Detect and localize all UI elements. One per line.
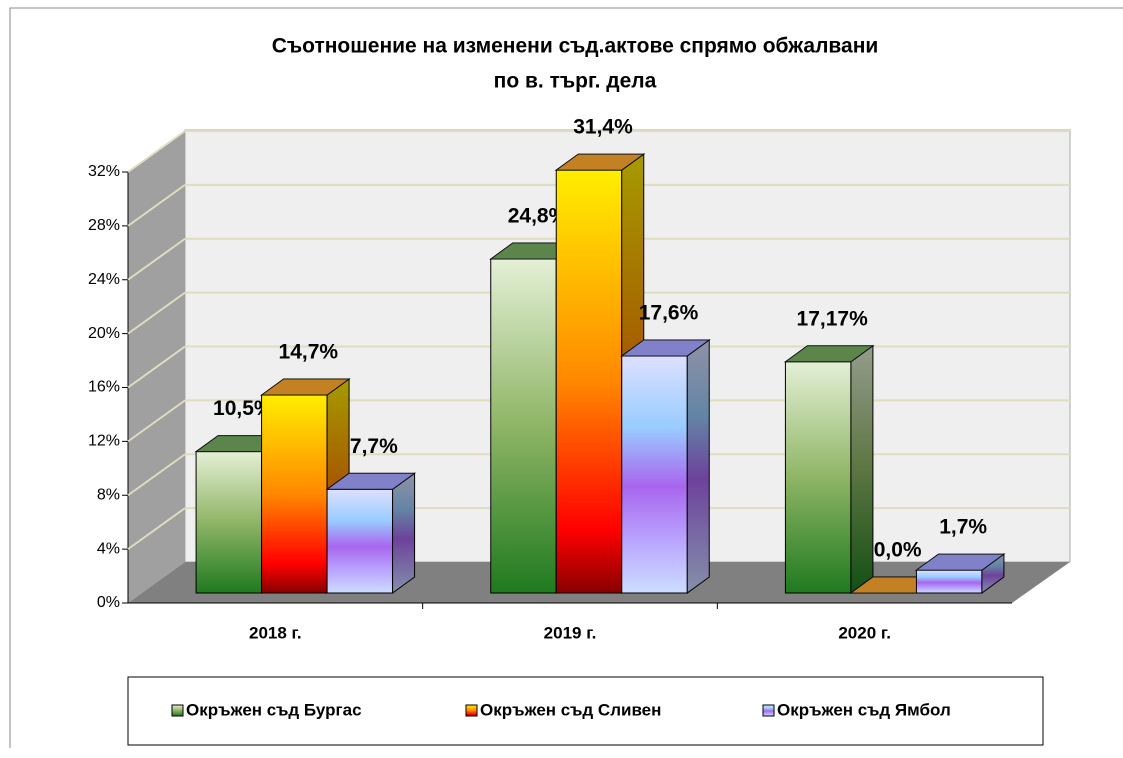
bar: [621, 355, 688, 594]
bar-top: [325, 472, 417, 490]
grid-line: [127, 291, 186, 335]
legend-swatch: [465, 704, 478, 717]
data-label: 24,8%: [508, 205, 568, 228]
bar: [490, 258, 557, 594]
grid-line: [127, 345, 186, 389]
legend-swatch: [171, 704, 184, 717]
bar-top: [554, 153, 646, 171]
data-label: 0,0%: [874, 539, 922, 562]
grid-line: [127, 399, 186, 443]
data-label: 7,7%: [350, 435, 398, 458]
bar-side-shade: [981, 554, 1004, 593]
bar-top-shade: [916, 554, 1004, 571]
data-label: 17,17%: [797, 307, 869, 330]
y-tick-label: 32%: [88, 163, 120, 180]
legend-swatch: [762, 704, 775, 717]
bar-top-shade: [261, 379, 350, 396]
chart-title: Съотношение на изменени съд.актове спрям…: [272, 35, 879, 58]
y-tick-label: 20%: [88, 325, 120, 342]
data-label: 10,5%: [213, 397, 273, 420]
bar: [555, 169, 623, 594]
legend: [127, 676, 1044, 746]
grid-line: [127, 184, 186, 227]
legend-label: Окръжен съд Бургас: [186, 700, 362, 719]
y-tick-label: 0%: [97, 594, 120, 611]
bar-top: [914, 553, 1006, 571]
bar-top: [620, 339, 711, 357]
bar: [915, 569, 983, 594]
bar-side-shade: [850, 345, 873, 593]
y-tick-label: 12%: [88, 433, 120, 450]
legend-label: Окръжен съд Ямбол: [777, 700, 951, 719]
bar: [195, 451, 263, 594]
bar-top-shade: [621, 339, 710, 356]
bar-top-shade: [556, 154, 644, 171]
y-tick-label: 24%: [88, 271, 120, 288]
x-tick-label: 2018 г.: [249, 623, 302, 642]
bar-side-shade: [392, 473, 415, 593]
y-tick-label: 16%: [88, 379, 120, 396]
data-label: 14,7%: [279, 341, 339, 364]
legend-label: Окръжен съд Сливен: [480, 700, 661, 719]
grid-line: [127, 507, 186, 550]
bar-top-shade: [327, 473, 415, 490]
bar-top: [783, 345, 875, 363]
grid-line: [127, 453, 186, 497]
x-tick-label: 2020 г.: [838, 623, 891, 642]
bar-top: [260, 378, 351, 396]
y-tick-label: 8%: [97, 486, 120, 503]
chart-title: по в. търг. дела: [494, 70, 657, 93]
x-tick-label: 2019 г.: [544, 623, 597, 642]
bar-top-shade: [785, 345, 873, 362]
y-tick-label: 4%: [97, 540, 120, 557]
data-label: 1,7%: [939, 516, 987, 539]
y-tick-label: 28%: [88, 217, 120, 234]
bar: [261, 394, 328, 594]
data-label: 31,4%: [573, 116, 633, 139]
frame: [9, 7, 1123, 748]
bar-side-shade: [687, 339, 710, 593]
grid-line: [127, 130, 186, 173]
grid-line: [127, 237, 186, 281]
data-label: 17,6%: [639, 301, 699, 324]
bar: [326, 488, 394, 594]
bar: [784, 361, 852, 594]
